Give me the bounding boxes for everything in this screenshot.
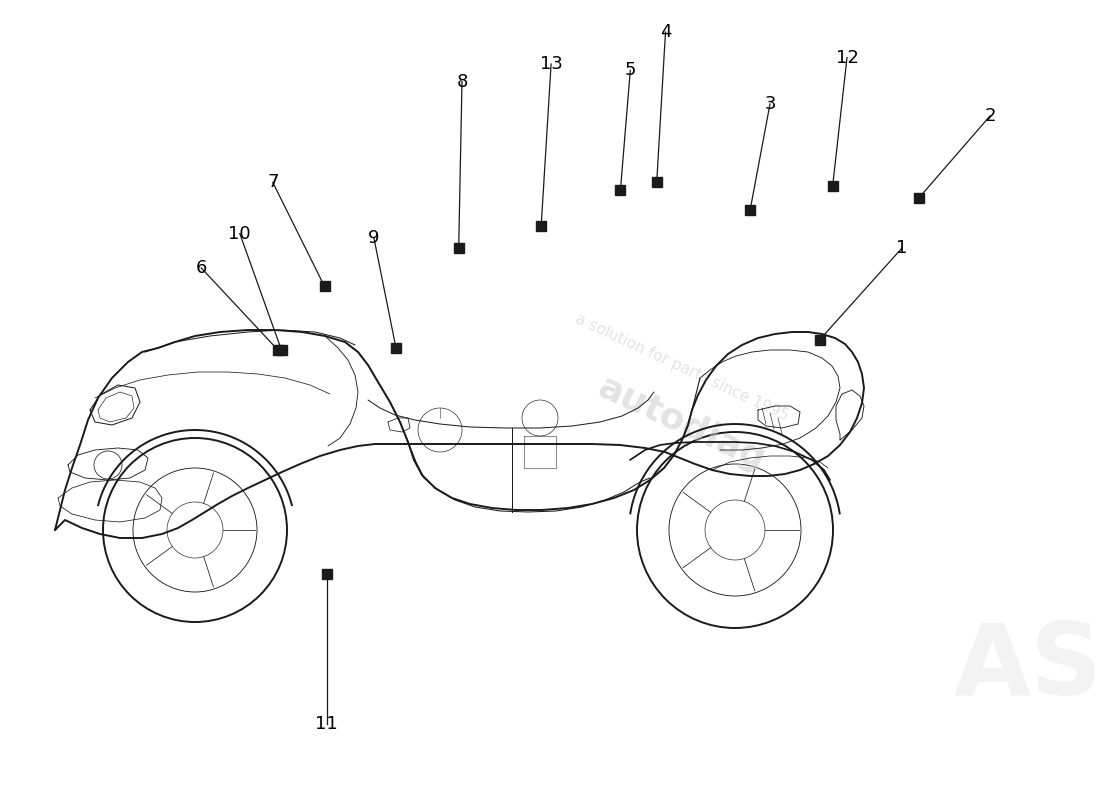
Text: 13: 13 <box>540 55 562 73</box>
Text: 5: 5 <box>625 62 636 79</box>
Text: 7: 7 <box>267 174 278 191</box>
Text: AS: AS <box>954 619 1100 717</box>
Text: 2: 2 <box>984 107 996 125</box>
Text: 11: 11 <box>316 715 338 733</box>
Text: 3: 3 <box>764 95 776 113</box>
Text: 1: 1 <box>896 239 907 257</box>
Text: 12: 12 <box>836 49 858 66</box>
Text: 4: 4 <box>660 23 671 41</box>
Text: a solution for parts since 1995: a solution for parts since 1995 <box>573 312 791 424</box>
Text: 10: 10 <box>229 225 251 242</box>
Text: 6: 6 <box>196 259 207 277</box>
Text: 9: 9 <box>368 230 379 247</box>
Text: 8: 8 <box>456 73 468 90</box>
Text: autodiag: autodiag <box>593 370 771 478</box>
